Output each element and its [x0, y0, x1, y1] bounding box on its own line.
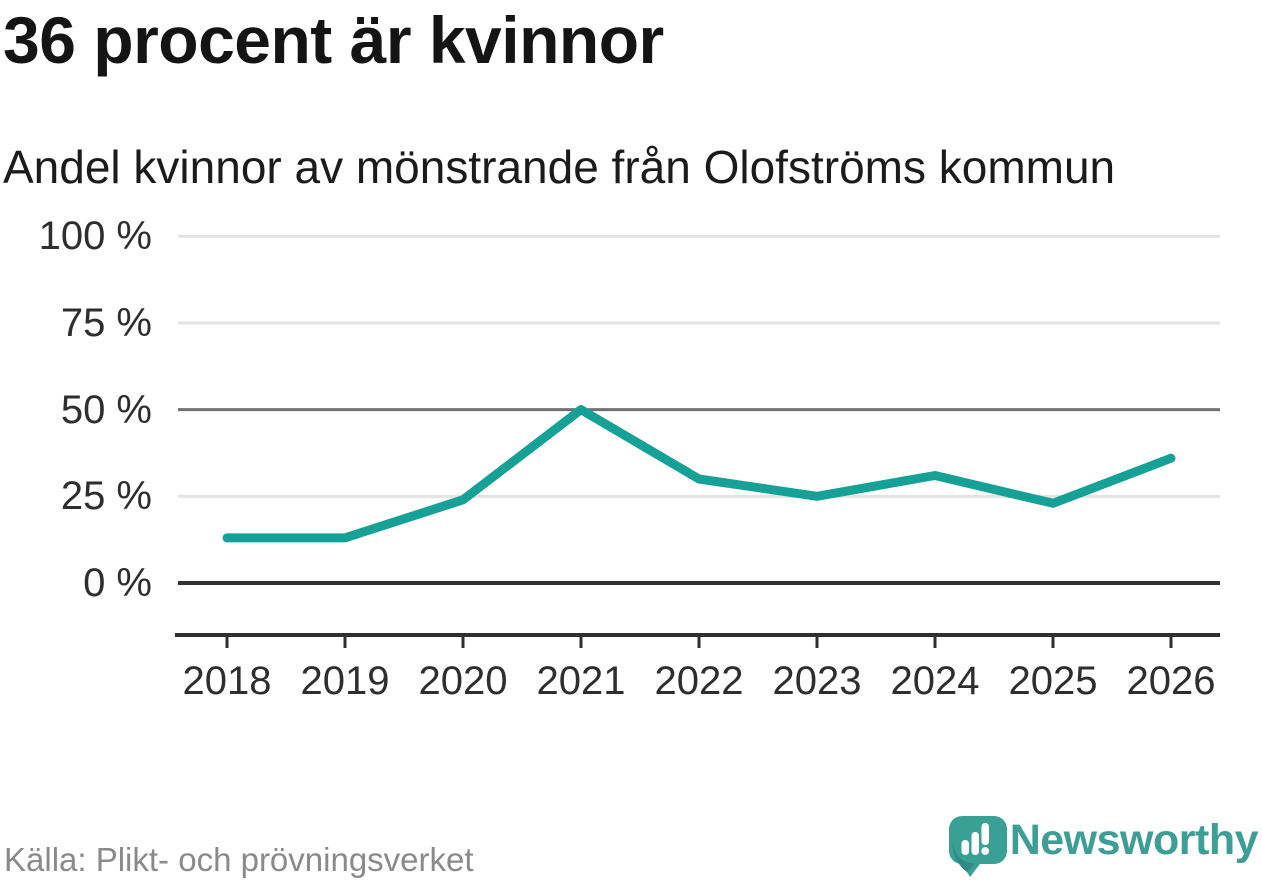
source-note: Källa: Plikt- och prövningsverket [4, 841, 474, 878]
trend-line [222, 405, 1176, 543]
chart-title: 36 procent är kvinnor [3, 3, 664, 77]
chart-subtitle: Andel kvinnor av mönstrande från Olofstr… [3, 141, 1116, 193]
